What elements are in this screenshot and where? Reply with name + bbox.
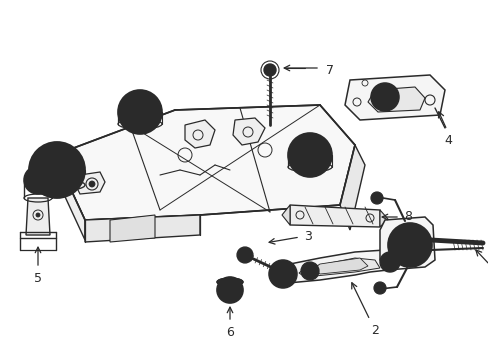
Circle shape [47, 160, 67, 180]
Polygon shape [55, 155, 85, 240]
Text: 7: 7 [325, 63, 333, 77]
Circle shape [268, 260, 296, 288]
Circle shape [303, 148, 316, 162]
Polygon shape [184, 120, 215, 148]
Text: 3: 3 [304, 230, 311, 243]
Circle shape [301, 262, 318, 280]
Text: 5: 5 [34, 271, 42, 284]
Circle shape [24, 166, 52, 194]
Polygon shape [289, 205, 379, 227]
Circle shape [407, 243, 411, 247]
Circle shape [264, 64, 275, 76]
Polygon shape [75, 172, 105, 194]
Polygon shape [298, 258, 379, 277]
Polygon shape [339, 145, 364, 230]
Circle shape [29, 142, 85, 198]
Polygon shape [312, 258, 367, 274]
Circle shape [133, 105, 147, 119]
Circle shape [89, 181, 95, 187]
Polygon shape [55, 105, 354, 220]
Circle shape [279, 270, 286, 278]
Circle shape [380, 93, 388, 101]
Circle shape [36, 213, 40, 217]
Polygon shape [278, 250, 399, 283]
Polygon shape [345, 75, 444, 120]
Circle shape [222, 282, 238, 298]
Circle shape [370, 192, 382, 204]
Circle shape [379, 252, 399, 272]
Circle shape [373, 282, 385, 294]
Polygon shape [379, 210, 387, 227]
Text: 2: 2 [370, 324, 378, 337]
Polygon shape [232, 118, 264, 145]
Circle shape [53, 166, 61, 174]
Text: 6: 6 [225, 325, 233, 338]
Circle shape [118, 90, 162, 134]
Circle shape [370, 83, 398, 111]
Circle shape [287, 133, 331, 177]
Circle shape [225, 286, 234, 294]
Polygon shape [282, 205, 289, 225]
Ellipse shape [217, 278, 243, 286]
Circle shape [137, 109, 142, 115]
Polygon shape [85, 215, 200, 242]
Circle shape [217, 277, 243, 303]
Circle shape [387, 223, 431, 267]
Circle shape [403, 239, 415, 251]
Circle shape [237, 247, 252, 263]
Circle shape [386, 259, 392, 265]
Circle shape [34, 176, 42, 184]
Polygon shape [26, 198, 50, 235]
Circle shape [395, 231, 423, 259]
Polygon shape [110, 215, 155, 242]
Polygon shape [379, 217, 434, 270]
Polygon shape [367, 87, 424, 112]
Text: 4: 4 [443, 134, 451, 147]
Text: 8: 8 [403, 211, 411, 224]
Circle shape [306, 152, 312, 158]
